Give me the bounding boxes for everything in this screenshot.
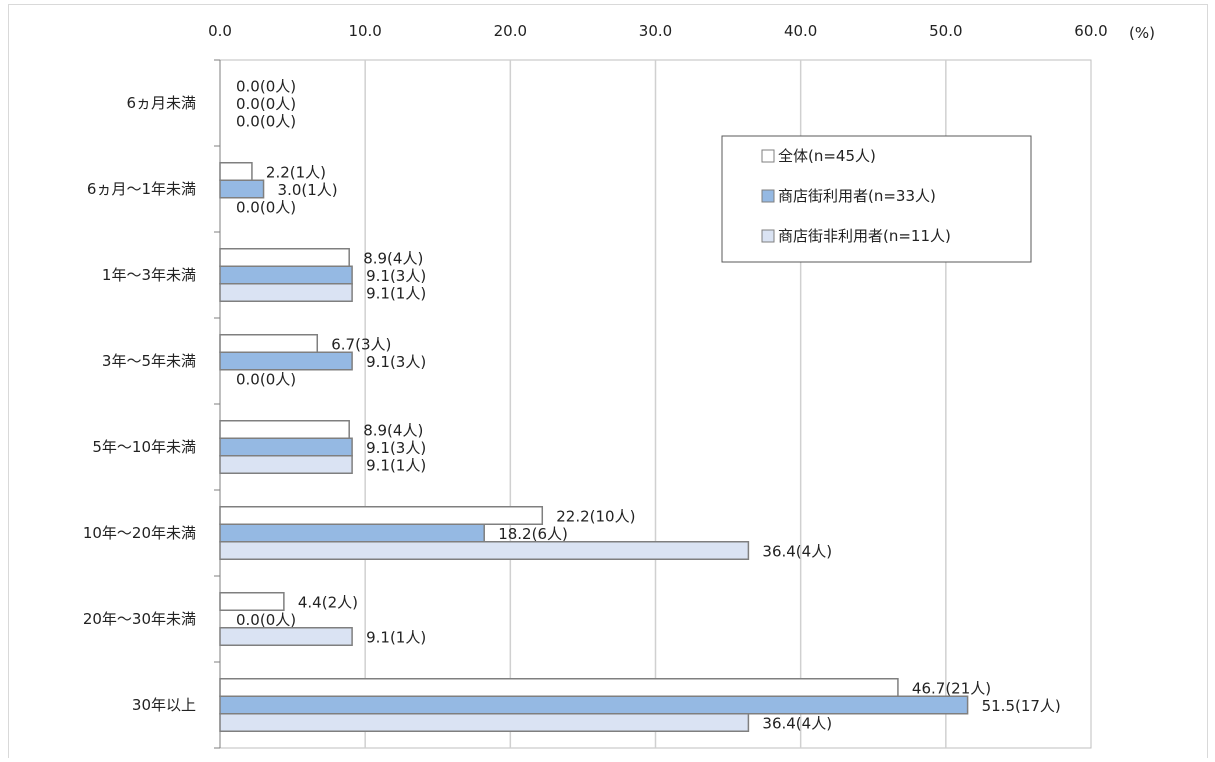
legend-item: 商店街利用者(n=33人) <box>778 187 936 205</box>
bar <box>219 179 265 199</box>
bar <box>219 541 750 560</box>
data-label: 36.4(4人) <box>762 714 832 732</box>
bar <box>219 506 544 525</box>
data-label: 3.0(1人) <box>278 181 338 199</box>
category-label: 6ヵ月未満 <box>126 94 196 112</box>
data-label: 0.0(0人) <box>236 77 296 95</box>
x-tick-label: 0.0 <box>208 22 232 40</box>
x-tick-label: 50.0 <box>929 22 962 40</box>
bar <box>219 420 350 439</box>
bar <box>219 351 353 371</box>
bar <box>219 713 750 732</box>
bar <box>219 627 353 646</box>
data-label: 0.0(0人) <box>236 198 296 216</box>
data-label: 51.5(17人) <box>982 697 1061 715</box>
legend-swatch <box>761 229 775 243</box>
data-label: 2.2(1人) <box>266 163 326 181</box>
data-label: 0.0(0人) <box>236 95 296 113</box>
data-label: 8.9(4人) <box>363 421 423 439</box>
chart-frame <box>8 4 1208 758</box>
category-label: 5年～10年未満 <box>92 438 196 456</box>
bar <box>219 678 899 697</box>
category-label: 10年～20年未満 <box>83 524 196 542</box>
data-label: 0.0(0人) <box>236 370 296 388</box>
bar <box>219 592 285 611</box>
data-label: 4.4(2人) <box>298 593 358 611</box>
x-tick-label: 20.0 <box>494 22 527 40</box>
bar <box>219 283 353 302</box>
data-label: 9.1(1人) <box>366 456 426 474</box>
data-label: 46.7(21人) <box>912 679 991 697</box>
category-label: 30年以上 <box>132 696 196 714</box>
data-label: 9.1(3人) <box>366 439 426 457</box>
bar <box>219 248 350 267</box>
data-label: 6.7(3人) <box>331 335 391 353</box>
bar <box>219 162 253 181</box>
bar <box>219 334 319 353</box>
x-tick-label: 60.0 <box>1074 22 1107 40</box>
unit-label: (%) <box>1129 24 1155 42</box>
data-label: 9.1(3人) <box>366 353 426 371</box>
data-label: 0.0(0人) <box>236 611 296 629</box>
data-label: 9.1(1人) <box>366 284 426 302</box>
legend-item: 商店街非利用者(n=11人) <box>778 227 951 245</box>
category-label: 20年～30年未満 <box>83 610 196 628</box>
category-label: 3年～5年未満 <box>102 352 196 370</box>
data-label: 22.2(10人) <box>556 507 635 525</box>
bar <box>219 523 485 543</box>
x-tick-label: 40.0 <box>784 22 817 40</box>
data-label: 36.4(4人) <box>762 542 832 560</box>
x-tick-label: 10.0 <box>348 22 381 40</box>
legend-item: 全体(n=45人) <box>778 147 876 165</box>
data-label: 0.0(0人) <box>236 112 296 130</box>
bar <box>219 437 353 457</box>
data-label: 18.2(6人) <box>498 525 568 543</box>
category-label: 1年～3年未満 <box>102 266 196 284</box>
bar <box>219 265 353 285</box>
data-label: 9.1(3人) <box>366 267 426 285</box>
data-label: 9.1(1人) <box>366 628 426 646</box>
legend-swatch <box>761 149 775 163</box>
legend-swatch <box>761 189 775 203</box>
data-label: 8.9(4人) <box>363 249 423 267</box>
bar <box>219 455 353 474</box>
category-label: 6ヵ月～1年未満 <box>87 180 196 198</box>
bar <box>219 695 969 715</box>
x-tick-label: 30.0 <box>639 22 672 40</box>
